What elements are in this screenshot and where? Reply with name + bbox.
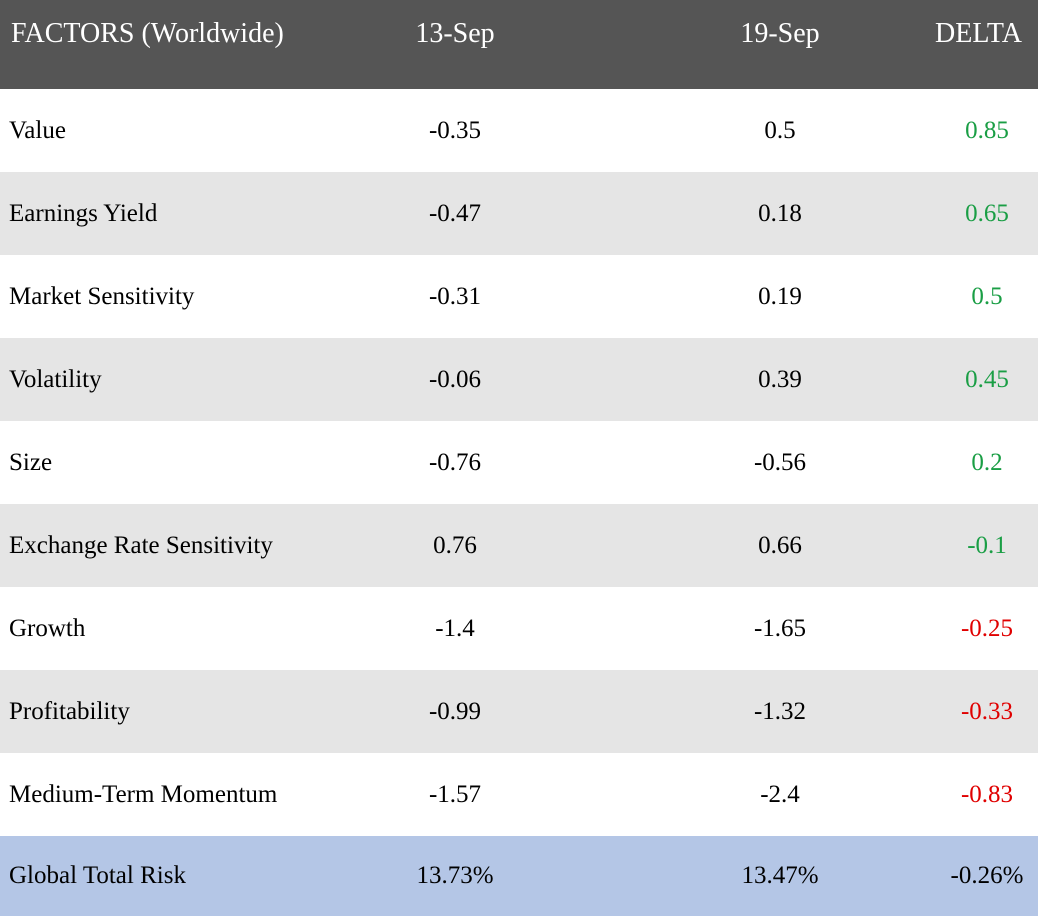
header-date-2: 19-Sep — [740, 18, 820, 49]
value-19-sep: -2.4 — [760, 780, 800, 808]
value-19-sep: 0.5 — [764, 116, 796, 144]
factor-name: Medium-Term Momentum — [9, 780, 278, 808]
table-row: Market Sensitivity -0.31 0.19 0.5 — [0, 255, 1038, 338]
table-row: Earnings Yield -0.47 0.18 0.65 — [0, 172, 1038, 255]
total-13-sep: 13.73% — [416, 862, 494, 889]
delta-value: -0.25 — [960, 614, 1014, 642]
delta-value: -0.1 — [967, 531, 1007, 559]
value-19-sep: -1.32 — [753, 697, 807, 725]
value-13-sep: -0.76 — [428, 448, 482, 476]
delta-value: 0.85 — [965, 116, 1009, 144]
header-date-1: 13-Sep — [415, 18, 495, 49]
value-19-sep: -0.56 — [753, 448, 807, 476]
value-19-sep: 0.66 — [758, 531, 802, 559]
table-body: Value -0.35 0.5 0.85 Earnings Yield -0.4… — [0, 89, 1038, 916]
value-13-sep: -0.35 — [428, 116, 482, 144]
table-row: Profitability -0.99 -1.32 -0.33 — [0, 670, 1038, 753]
total-19-sep: 13.47% — [741, 862, 819, 889]
value-13-sep: -0.31 — [428, 282, 482, 310]
delta-value: -0.83 — [960, 780, 1014, 808]
factor-name: Growth — [9, 614, 86, 642]
table-header: FACTORS (Worldwide) 13-Sep 19-Sep DELTA — [0, 0, 1038, 89]
total-delta: -0.26% — [950, 862, 1024, 889]
header-factors: FACTORS (Worldwide) — [11, 18, 284, 49]
delta-value: 0.5 — [971, 282, 1003, 310]
factor-name: Volatility — [9, 365, 102, 393]
value-19-sep: 0.18 — [758, 199, 802, 227]
value-13-sep: -0.47 — [428, 199, 482, 227]
factor-name: Earnings Yield — [9, 199, 158, 227]
delta-value: 0.2 — [971, 448, 1003, 476]
total-label: Global Total Risk — [9, 862, 186, 889]
factor-name: Exchange Rate Sensitivity — [9, 531, 273, 559]
table-row: Exchange Rate Sensitivity 0.76 0.66 -0.1 — [0, 504, 1038, 587]
delta-value: -0.33 — [960, 697, 1014, 725]
value-19-sep: 0.19 — [758, 282, 802, 310]
delta-value: 0.65 — [965, 199, 1009, 227]
factor-name: Profitability — [9, 697, 130, 725]
header-row: FACTORS (Worldwide) 13-Sep 19-Sep DELTA — [0, 0, 1038, 89]
value-19-sep: -1.65 — [753, 614, 807, 642]
table-row: Volatility -0.06 0.39 0.45 — [0, 338, 1038, 421]
factor-name: Value — [9, 116, 66, 144]
factor-name: Market Sensitivity — [9, 282, 195, 310]
value-13-sep: -0.99 — [428, 697, 482, 725]
total-row: Global Total Risk 13.73% 13.47% -0.26% — [0, 836, 1038, 916]
factor-name: Size — [9, 448, 53, 476]
header-delta: DELTA — [935, 18, 1022, 49]
table-row: Size -0.76 -0.56 0.2 — [0, 421, 1038, 504]
table-row: Value -0.35 0.5 0.85 — [0, 89, 1038, 172]
value-13-sep: -1.57 — [428, 780, 482, 808]
value-13-sep: -0.06 — [428, 365, 482, 393]
table-row: Medium-Term Momentum -1.57 -2.4 -0.83 — [0, 753, 1038, 836]
delta-value: 0.45 — [965, 365, 1009, 393]
value-13-sep: 0.76 — [433, 531, 477, 559]
value-13-sep: -1.4 — [435, 614, 475, 642]
value-19-sep: 0.39 — [758, 365, 802, 393]
table-row: Growth -1.4 -1.65 -0.25 — [0, 587, 1038, 670]
